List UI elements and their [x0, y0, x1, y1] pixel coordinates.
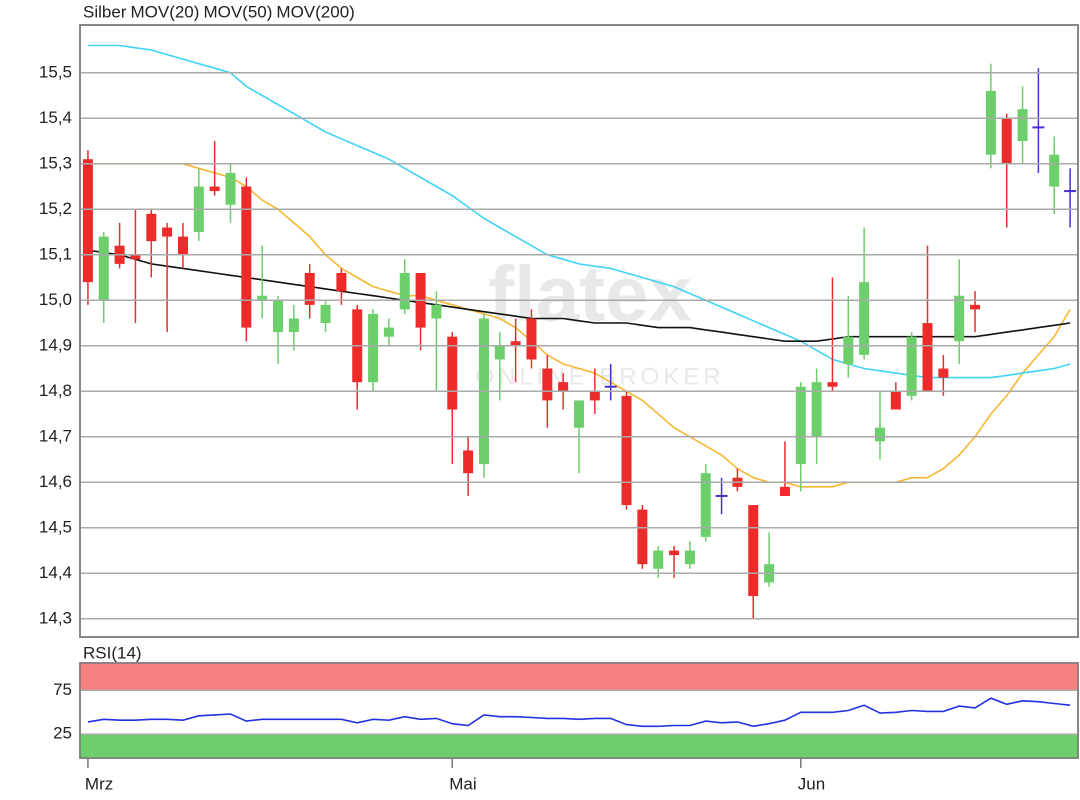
candle-body [130, 254, 141, 260]
candle-body [748, 505, 759, 597]
candle-body [684, 550, 695, 565]
legend-entry: MOV(200) [276, 2, 354, 21]
candle-body [843, 336, 854, 364]
candle-body [494, 345, 505, 360]
x-tick-label: Jun [798, 774, 825, 793]
candle-body [447, 336, 458, 410]
legend-entry: MOV(50) [203, 2, 272, 21]
candle-body [1001, 118, 1012, 164]
y-tick-label: 14,9 [39, 335, 72, 354]
legend-entry: Silber [83, 2, 127, 21]
candle-body [98, 236, 109, 301]
candle-body [795, 386, 806, 465]
candle-body [1049, 154, 1060, 187]
candle-body [273, 300, 284, 333]
candle-body [558, 382, 569, 392]
y-tick-label: 15,0 [39, 290, 72, 309]
candle-body [637, 509, 648, 565]
y-tick-label: 14,5 [39, 517, 72, 536]
y-tick-label: 14,6 [39, 472, 72, 491]
band-high [80, 663, 1078, 691]
candle-body [368, 313, 379, 383]
legend-entry: RSI(14) [83, 643, 142, 662]
y-tick-label: 14,8 [39, 381, 72, 400]
candle-body [209, 186, 220, 192]
candle-body [542, 368, 553, 401]
candle-body [463, 450, 474, 474]
candle-body [779, 486, 790, 496]
candle-body [288, 318, 299, 333]
candle-body [1017, 109, 1028, 142]
candle-body [859, 282, 870, 355]
candle-body [304, 272, 315, 305]
candle-body [225, 172, 236, 205]
y-tick-label: 15,5 [39, 62, 72, 81]
y-tick-label: 15,4 [39, 108, 72, 127]
candle-body [700, 473, 711, 537]
x-tick-label: Mai [449, 774, 476, 793]
line-series [87, 44, 1071, 379]
candle-body [574, 400, 584, 428]
candle-body [922, 323, 933, 392]
band-low [80, 734, 1078, 758]
y-tick-label: 14,4 [39, 563, 72, 582]
plot-frame [79, 24, 1079, 638]
candle-body [970, 304, 981, 310]
candle-body [589, 391, 600, 401]
candle-body [383, 327, 394, 337]
candle-body [621, 395, 632, 506]
y-tick-label: 75 [53, 680, 72, 699]
candle-body [399, 272, 410, 310]
candle-body [162, 227, 173, 237]
candle-body [985, 90, 996, 155]
candle-body [906, 336, 917, 396]
y-tick-label: 15,1 [39, 244, 72, 263]
y-tick-label: 14,7 [39, 426, 72, 445]
candle-body [811, 382, 822, 437]
plot-frame [79, 662, 1079, 759]
candle-body [336, 272, 347, 292]
legend-entry: MOV(20) [130, 2, 199, 21]
line-series [87, 163, 1071, 488]
line-series [87, 697, 1071, 728]
candle-body [146, 213, 157, 242]
y-tick-label: 15,3 [39, 153, 72, 172]
candle-body [320, 304, 331, 324]
line-series [87, 249, 1071, 342]
x-tick-label: Mrz [85, 774, 113, 793]
watermark: flatex [488, 250, 692, 338]
candle-body [82, 159, 93, 283]
candle-body [241, 186, 252, 328]
candle-body [257, 295, 268, 301]
candle-body [431, 304, 442, 319]
candle-body [874, 427, 885, 442]
y-tick-label: 14,3 [39, 608, 72, 627]
candle-body [510, 341, 521, 346]
candle-body [954, 295, 965, 342]
candle-body [653, 550, 664, 569]
candle-body [827, 382, 838, 387]
candle-body [890, 391, 901, 410]
candle-body [177, 236, 188, 255]
y-tick-label: 15,2 [39, 199, 72, 218]
candle-body [669, 550, 680, 556]
candle-body [526, 318, 537, 360]
y-tick-label: 25 [53, 724, 72, 743]
candle-body [938, 368, 949, 378]
